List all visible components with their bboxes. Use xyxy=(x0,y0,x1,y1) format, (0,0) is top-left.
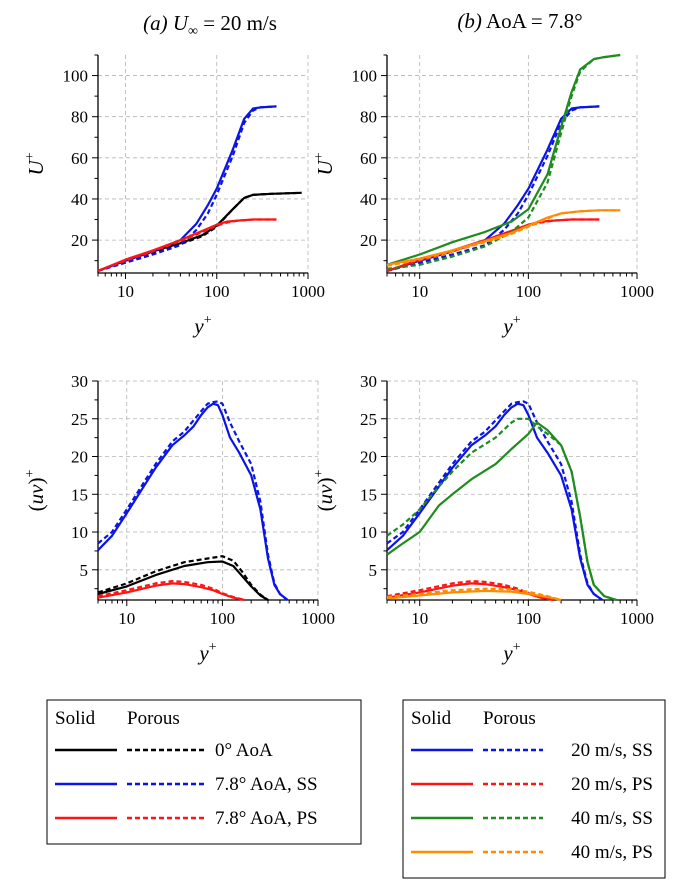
series-line xyxy=(97,555,269,601)
legend-label: 20 m/s, PS xyxy=(571,774,653,795)
series-line xyxy=(386,579,554,602)
y-tick-label: 20 xyxy=(71,231,88,250)
legend-box xyxy=(402,699,666,879)
legend-label: 0° AoA xyxy=(215,740,273,761)
grid xyxy=(387,55,638,273)
x-axis-label: y+ xyxy=(197,640,216,665)
series-line xyxy=(386,53,621,270)
panel-title-b: (b) AoA = 7.8° xyxy=(457,9,582,33)
series-line xyxy=(97,400,289,601)
series-group xyxy=(386,53,621,272)
y-tick-label: 80 xyxy=(71,108,88,127)
x-tick-label: 1000 xyxy=(301,609,335,628)
grid xyxy=(387,380,638,600)
y-axis-label: U+ xyxy=(23,152,48,175)
minor-ticks xyxy=(92,380,319,606)
y-tick-label: 60 xyxy=(360,149,377,168)
series-line xyxy=(97,579,245,602)
y-tick-label: 20 xyxy=(71,448,88,467)
legend-label: 7.8° AoA, SS xyxy=(215,774,318,795)
x-tick-label: 1000 xyxy=(291,282,325,301)
y-axis-label: (uv)+ xyxy=(23,470,48,512)
minor-ticks xyxy=(92,54,309,279)
x-axis-label: y+ xyxy=(501,313,520,338)
y-axis-label: U+ xyxy=(312,152,337,175)
y-tick-label: 10 xyxy=(71,523,88,542)
x-tick-label: 10 xyxy=(118,609,135,628)
series-line xyxy=(97,105,277,272)
series-line xyxy=(97,105,277,272)
legend-panel-b: Solid Porous 20 m/s, SS 20 m/s, PS 40 m/s, S… xyxy=(402,699,666,879)
y-tick-label: 15 xyxy=(71,485,88,504)
y-tick-label: 25 xyxy=(360,410,377,429)
series-group xyxy=(97,105,302,272)
legend-box xyxy=(46,699,362,845)
series-line xyxy=(386,589,562,602)
x-axis-label: y+ xyxy=(192,313,211,338)
series-line xyxy=(386,209,621,267)
y-tick-label: 40 xyxy=(71,190,88,209)
series-group xyxy=(97,400,289,602)
y-tick-label: 60 xyxy=(71,149,88,168)
legend-panel-a: Solid Porous 0° AoA 7.8° AoA, SS 7.8° AoA, P… xyxy=(46,699,362,845)
series-line xyxy=(386,417,618,602)
legend-label: 40 m/s, SS xyxy=(571,808,653,829)
y-tick-label: 5 xyxy=(369,561,378,580)
y-tick-label: 80 xyxy=(360,108,377,127)
y-tick-label: 40 xyxy=(360,190,377,209)
series-line xyxy=(97,218,277,272)
grid xyxy=(98,55,309,273)
plot-velocity-panel-a: 10 100 1000 20 40 60 80 100 y+ U+ xyxy=(23,54,325,338)
x-tick-label: 100 xyxy=(516,609,542,628)
plot-velocity-panel-b: 10 100 1000 20 40 60 80 100 y+ U+ xyxy=(312,53,654,338)
legend-label: 20 m/s, SS xyxy=(571,740,653,761)
legend-header-porous: Porous xyxy=(127,708,180,729)
series-group xyxy=(386,400,618,602)
x-tick-label: 100 xyxy=(516,282,542,301)
x-tick-label: 1000 xyxy=(620,609,654,628)
series-line xyxy=(97,560,269,601)
legend-header-porous: Porous xyxy=(483,708,536,729)
series-line xyxy=(386,105,600,272)
x-tick-label: 10 xyxy=(411,282,428,301)
x-tick-label: 1000 xyxy=(620,282,654,301)
y-tick-label: 5 xyxy=(80,561,89,580)
x-tick-label: 10 xyxy=(411,609,428,628)
panel-title-a: (a) U∞ = 20 m/s xyxy=(143,11,277,39)
plot-stress-panel-a: 10 100 1000 5 10 15 20 25 30 y+ (uv)+ xyxy=(23,372,335,665)
plot-stress-panel-b: 10 100 1000 5 10 15 20 25 30 y+ (uv)+ xyxy=(312,372,654,665)
y-tick-label: 15 xyxy=(360,485,377,504)
y-tick-label: 10 xyxy=(360,523,377,542)
x-axis-label: y+ xyxy=(501,640,520,665)
x-tick-label: 100 xyxy=(204,282,230,301)
y-tick-label: 30 xyxy=(71,372,88,391)
series-line xyxy=(386,400,604,601)
legend-header-solid: Solid xyxy=(411,708,452,729)
y-tick-label: 25 xyxy=(71,410,88,429)
x-tick-label: 10 xyxy=(117,282,134,301)
y-tick-label: 20 xyxy=(360,231,377,250)
series-line xyxy=(97,582,245,602)
series-line xyxy=(386,53,621,266)
series-line xyxy=(386,105,600,272)
legend-label: 7.8° AoA, PS xyxy=(215,808,318,829)
y-tick-label: 30 xyxy=(360,372,377,391)
x-tick-label: 100 xyxy=(210,609,236,628)
y-tick-label: 20 xyxy=(360,448,377,467)
grid xyxy=(98,380,319,600)
y-tick-label: 100 xyxy=(352,67,378,86)
legend-header-solid: Solid xyxy=(55,708,96,729)
legend-label: 40 m/s, PS xyxy=(571,842,653,863)
y-tick-label: 100 xyxy=(63,67,89,86)
y-axis-label: (uv)+ xyxy=(312,470,337,512)
